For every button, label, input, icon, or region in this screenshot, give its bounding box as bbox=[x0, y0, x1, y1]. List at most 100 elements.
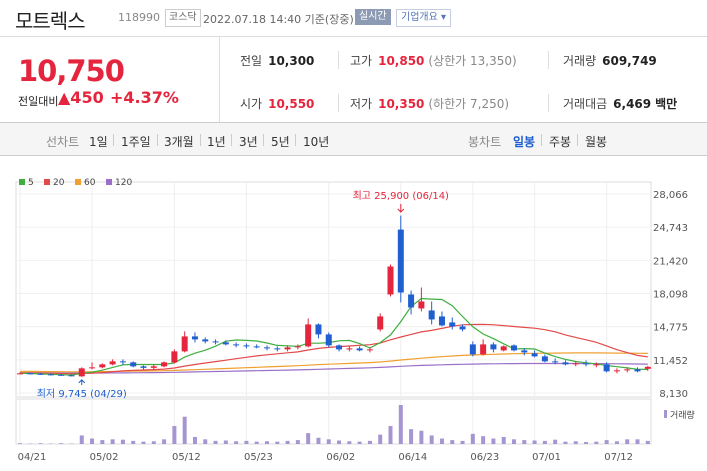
candle-body bbox=[119, 361, 126, 363]
y-tick-label: 11,452 bbox=[653, 356, 688, 367]
candle-body bbox=[37, 373, 44, 375]
line-chart-label: 선차트 bbox=[46, 135, 80, 149]
high-label: 고가 bbox=[350, 54, 373, 68]
candle-body bbox=[644, 366, 651, 369]
tab-1y[interactable]: 1년 bbox=[207, 135, 226, 149]
volume-bar bbox=[90, 438, 95, 444]
volume-bar bbox=[38, 443, 43, 444]
volume-bar bbox=[234, 441, 239, 444]
quote-high: 고가 10,850 (상한가 13,350) bbox=[350, 52, 517, 69]
x-tick-label: 06/02 bbox=[326, 452, 355, 463]
legend-swatch bbox=[106, 179, 112, 185]
candle-body bbox=[377, 316, 384, 330]
prev-close-value: 10,300 bbox=[268, 54, 315, 68]
volume-bar bbox=[192, 436, 197, 444]
candle-body bbox=[449, 322, 456, 327]
volume-bar bbox=[573, 441, 578, 444]
tab-3y[interactable]: 3년 bbox=[239, 135, 258, 149]
divider bbox=[157, 134, 158, 146]
candle-body bbox=[511, 345, 518, 351]
candle-body bbox=[408, 294, 415, 308]
candle-body bbox=[58, 374, 65, 376]
divider bbox=[577, 134, 578, 146]
candle-body bbox=[233, 344, 240, 346]
lower-limit: (하한가 7,250) bbox=[428, 97, 510, 111]
volume-bar bbox=[100, 440, 105, 444]
candle-body bbox=[583, 363, 590, 365]
volume-bar bbox=[182, 416, 187, 444]
tab-5y[interactable]: 5년 bbox=[271, 135, 290, 149]
tab-10y[interactable]: 10년 bbox=[303, 135, 330, 149]
candle-body bbox=[624, 369, 631, 371]
volume-bar bbox=[110, 439, 115, 444]
candle-body bbox=[428, 310, 435, 320]
volume-bar bbox=[409, 429, 414, 444]
low-value: 10,350 bbox=[378, 97, 425, 111]
volume-bar bbox=[213, 440, 218, 444]
volume-bar bbox=[306, 433, 311, 444]
stock-name: 모트렉스 bbox=[15, 9, 86, 33]
volume-bar bbox=[491, 438, 496, 444]
candle-body bbox=[325, 334, 332, 346]
divider bbox=[0, 122, 707, 123]
stock-code: 118990 bbox=[118, 11, 160, 24]
company-info-button[interactable]: 기업개요 ▾ bbox=[396, 9, 451, 27]
candle-body bbox=[222, 342, 229, 345]
open-value: 10,550 bbox=[268, 97, 315, 111]
volume-bar bbox=[285, 440, 290, 444]
price-summary: 10,750 전일대비 ▲450 +4.37% bbox=[0, 37, 220, 122]
x-tick-label: 04/21 bbox=[18, 452, 47, 463]
quote-datetime: 2022.07.18 14:40 기준(장중) bbox=[203, 13, 354, 26]
candle-body bbox=[387, 266, 394, 295]
candle-body bbox=[294, 346, 301, 348]
candle-body bbox=[562, 362, 569, 365]
change-label: 전일대비 bbox=[18, 95, 59, 108]
tab-monthly[interactable]: 월봉 bbox=[585, 135, 608, 149]
upper-limit: (상한가 13,350) bbox=[428, 54, 517, 68]
volume-bar bbox=[162, 439, 167, 444]
turnover-value: 6,469 bbox=[613, 97, 652, 111]
volume-bar bbox=[563, 441, 568, 444]
divider bbox=[338, 94, 339, 112]
candle-body bbox=[109, 361, 116, 365]
candle-body bbox=[212, 341, 219, 343]
tab-1w[interactable]: 1주일 bbox=[121, 135, 151, 149]
candle-body bbox=[264, 347, 271, 349]
volume-bar bbox=[594, 441, 599, 444]
candle-body bbox=[161, 362, 168, 367]
candle-body bbox=[17, 373, 23, 375]
volume-bar bbox=[337, 440, 342, 444]
candle-body bbox=[130, 362, 137, 367]
tab-1d[interactable]: 1일 bbox=[89, 135, 108, 149]
candle-body bbox=[613, 370, 620, 372]
candle-body bbox=[521, 350, 528, 353]
volume-bar bbox=[131, 440, 136, 444]
volume-bar bbox=[388, 426, 393, 444]
volume-bar bbox=[357, 441, 362, 444]
realtime-button[interactable]: 실시간 bbox=[355, 9, 391, 25]
volume-bar bbox=[295, 440, 300, 444]
tab-3m[interactable]: 3개월 bbox=[164, 135, 194, 149]
y-tick-label: 18,098 bbox=[653, 290, 688, 301]
candle-body bbox=[274, 348, 281, 350]
stock-header: 모트렉스 118990 코스닥 2022.07.18 14:40 기준(장중) … bbox=[0, 0, 707, 36]
legend-label: 120 bbox=[115, 178, 132, 188]
candle-body bbox=[469, 344, 476, 355]
candle-body bbox=[78, 368, 85, 377]
tab-daily[interactable]: 일봉 bbox=[513, 135, 536, 149]
volume-bar bbox=[203, 439, 208, 444]
volume-bar bbox=[584, 442, 589, 444]
candle-body bbox=[552, 361, 559, 363]
candle-body bbox=[531, 353, 538, 357]
tab-weekly[interactable]: 주봉 bbox=[549, 135, 572, 149]
volume-legend-swatch bbox=[664, 410, 667, 418]
ma5-line bbox=[19, 297, 648, 376]
volume-frame bbox=[15, 398, 652, 445]
volume-bar bbox=[265, 441, 270, 444]
x-tick-label: 06/14 bbox=[398, 452, 427, 463]
quote-turnover: 거래대금 6,469 백만 bbox=[563, 95, 677, 112]
volume-bar bbox=[347, 441, 352, 444]
turnover-label: 거래대금 bbox=[563, 97, 608, 111]
volume-bar bbox=[522, 440, 527, 444]
candle-body bbox=[418, 301, 425, 309]
